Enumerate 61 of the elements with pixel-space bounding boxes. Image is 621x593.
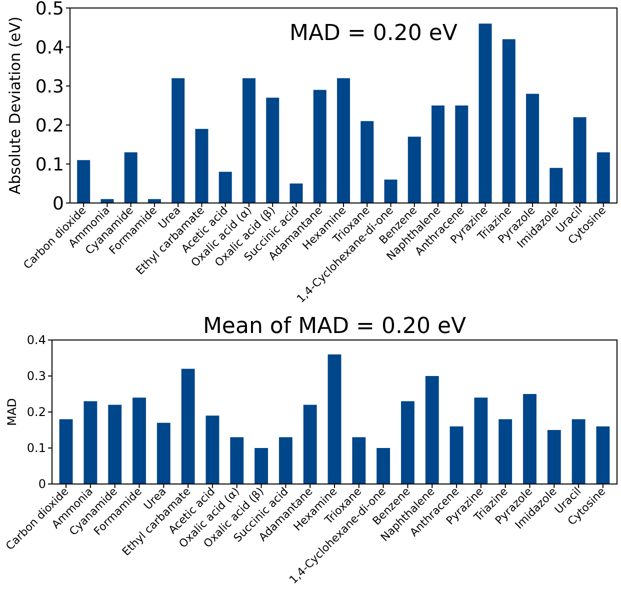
y-tick-label: 0.4	[26, 333, 46, 348]
bar	[376, 448, 390, 484]
bar	[195, 128, 208, 203]
bar	[547, 430, 561, 484]
bar	[148, 199, 161, 203]
bar	[474, 398, 488, 484]
annotation: MAD = 0.20 eV	[290, 21, 458, 46]
bar	[278, 437, 292, 484]
y-tick-label: 0.2	[26, 405, 46, 420]
bar	[360, 121, 374, 203]
bar	[498, 419, 512, 484]
bar	[550, 168, 563, 203]
bar	[230, 437, 244, 484]
y-tick-label: 0	[38, 477, 46, 492]
bar	[523, 394, 536, 484]
bar	[450, 426, 464, 484]
y-tick-label: 0.5	[35, 0, 64, 20]
y-tick-label: 0.2	[35, 115, 64, 136]
bar	[303, 404, 317, 484]
bar	[337, 78, 350, 203]
bar	[77, 160, 90, 203]
bar	[573, 117, 586, 203]
bar	[572, 419, 586, 484]
bar	[352, 437, 366, 484]
bar	[206, 416, 220, 484]
y-tick-label: 0	[52, 193, 64, 214]
bar	[132, 398, 146, 484]
bar	[172, 78, 185, 203]
bar	[218, 172, 232, 203]
bar	[455, 106, 468, 203]
bar	[124, 152, 138, 203]
bar	[108, 404, 122, 484]
bar	[408, 136, 421, 203]
y-axis-title: MAD	[5, 398, 19, 426]
bar	[242, 78, 256, 203]
y-tick-label: 0.1	[35, 154, 64, 176]
bar	[596, 426, 610, 484]
bar	[84, 401, 98, 484]
y-axis-title: Absolute Deviation (eV)	[6, 16, 24, 195]
bar	[596, 152, 610, 203]
y-tick-label: 0.3	[35, 76, 64, 98]
bar	[100, 199, 114, 203]
y-tick-label: 0.4	[35, 37, 64, 58]
bar	[432, 106, 445, 203]
y-tick-label: 0.3	[26, 369, 46, 384]
bar	[328, 354, 342, 484]
bar	[425, 376, 439, 484]
bar	[181, 368, 195, 484]
bar	[59, 419, 73, 484]
bar	[478, 24, 492, 203]
bar	[313, 90, 326, 203]
bar	[266, 98, 280, 203]
bar	[254, 448, 268, 484]
bar	[290, 184, 303, 203]
chart-title: Mean of MAD = 0.20 eV	[202, 314, 466, 339]
bar	[526, 94, 540, 203]
y-tick-label: 0.1	[26, 441, 46, 456]
bar	[401, 401, 414, 484]
bar	[502, 39, 516, 203]
bar	[156, 422, 170, 484]
bar	[384, 180, 398, 203]
